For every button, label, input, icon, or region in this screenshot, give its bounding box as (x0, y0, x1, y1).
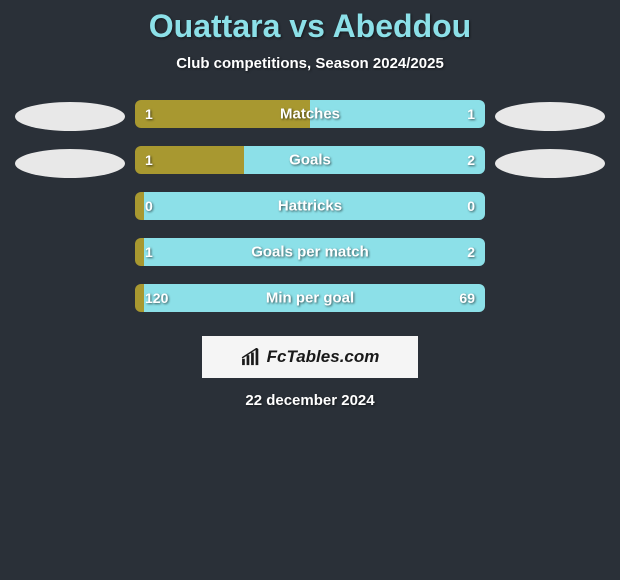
left-avatar-col (15, 100, 125, 178)
player-right-avatar (495, 102, 605, 131)
stat-bar-right-fill (244, 146, 486, 174)
stat-bar-label: Goals per match (251, 244, 369, 261)
bar-chart-icon (241, 348, 263, 366)
source-logo-text: FcTables.com (267, 347, 380, 367)
stat-bar-left-value: 1 (145, 152, 153, 168)
stat-bar: Min per goal 120 69 (135, 284, 485, 312)
stat-bar: Matches 1 1 (135, 100, 485, 128)
subtitle: Club competitions, Season 2024/2025 (0, 55, 620, 72)
stat-bar-left-value: 1 (145, 244, 153, 260)
stat-bar-left-value: 1 (145, 106, 153, 122)
stat-bar-left-fill (135, 238, 144, 266)
stat-bar-label: Matches (280, 106, 340, 123)
stat-bar-left-fill (135, 192, 144, 220)
comparison-card: Ouattara vs Abeddou Club competitions, S… (0, 0, 620, 409)
stat-bar-right-value: 0 (467, 198, 475, 214)
page-title: Ouattara vs Abeddou (0, 8, 620, 45)
stat-bar-label: Hattricks (278, 198, 342, 215)
source-logo[interactable]: FcTables.com (202, 336, 418, 378)
player-left-avatar-2 (15, 149, 125, 178)
player-left-avatar (15, 102, 125, 131)
stat-bar: Goals per match 1 2 (135, 238, 485, 266)
right-avatar-col (495, 100, 605, 178)
stat-bars: Matches 1 1 Goals 1 2 Hattricks 0 0 Goals per mat… (135, 100, 485, 312)
player-right-avatar-2 (495, 149, 605, 178)
date-text: 22 december 2024 (0, 392, 620, 409)
stat-bar-label: Goals (289, 152, 331, 169)
stat-bar-left-value: 120 (145, 290, 168, 306)
stat-bar-right-value: 2 (467, 244, 475, 260)
stat-bar-left-value: 0 (145, 198, 153, 214)
stat-bar: Hattricks 0 0 (135, 192, 485, 220)
stat-bar-label: Min per goal (266, 290, 354, 307)
stat-bar-right-value: 1 (467, 106, 475, 122)
stat-bar: Goals 1 2 (135, 146, 485, 174)
stat-bar-right-value: 2 (467, 152, 475, 168)
stat-bar-right-value: 69 (459, 290, 475, 306)
stat-bar-left-fill (135, 284, 144, 312)
compare-area: Matches 1 1 Goals 1 2 Hattricks 0 0 Goals per mat… (0, 100, 620, 312)
